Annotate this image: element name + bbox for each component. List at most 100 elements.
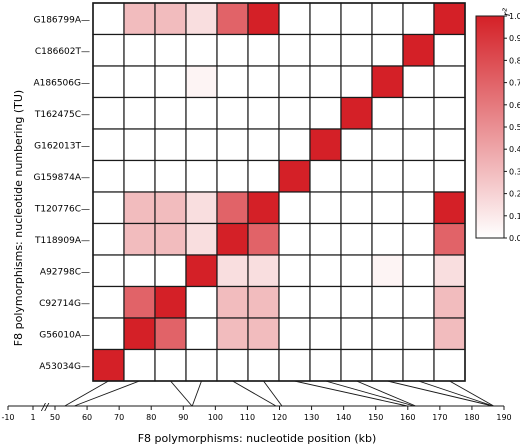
heatmap-cell — [123, 96, 156, 130]
heatmap-cell — [340, 317, 373, 351]
heatmap-cell — [278, 128, 311, 162]
heatmap-cell — [340, 159, 373, 193]
heatmap-cell — [216, 348, 249, 382]
heatmap-cell — [216, 317, 249, 351]
heatmap-cell — [154, 222, 187, 256]
heatmap-cell — [402, 33, 435, 67]
heatmap-cell — [123, 285, 156, 319]
row-label: T162475C— — [34, 110, 90, 120]
heatmap-cell — [92, 348, 125, 382]
row-label: G159874A— — [34, 173, 91, 183]
heatmap-cell — [247, 159, 280, 193]
axis-ticks: -10 1 50 60 70 80 90 100 110 120 130 140 150 160 170 18… — [1, 406, 512, 422]
heatmap-cell — [154, 96, 187, 130]
snp-connector-line — [418, 380, 494, 407]
heatmap-cell — [402, 159, 435, 193]
axis-tick-label: 170 — [432, 413, 447, 422]
axis-tick-label: 190 — [496, 413, 511, 422]
heatmap-cell — [402, 317, 435, 351]
heatmap-cell — [309, 222, 342, 256]
heatmap-cell — [340, 2, 373, 36]
snp-connector-line — [325, 380, 415, 407]
heatmap-cell — [371, 222, 404, 256]
heatmap-cell — [309, 317, 342, 351]
heatmap-cell — [216, 254, 249, 288]
snp-connector-line — [232, 380, 277, 407]
colorbar-tick-label: 0.3 — [509, 167, 520, 176]
snp-connector-line — [64, 380, 109, 407]
heatmap-cell — [402, 222, 435, 256]
heatmap-cell — [340, 191, 373, 225]
heatmap-cell — [340, 65, 373, 99]
heatmap-cell — [247, 348, 280, 382]
heatmap-cell — [433, 65, 466, 99]
colorbar-tick-label: 0.7 — [509, 79, 520, 88]
heatmap-cell — [278, 222, 311, 256]
heatmap-cell — [309, 96, 342, 130]
row-label: A92798C— — [40, 267, 90, 277]
axis-tick-label: 90 — [178, 413, 188, 422]
row-label: A53034G— — [39, 362, 90, 372]
heatmap-border — [92, 2, 466, 382]
row-label: T120776C— — [34, 204, 90, 214]
heatmap-cell — [216, 128, 249, 162]
heatmap-cell — [278, 254, 311, 288]
heatmap-cell — [371, 254, 404, 288]
heatmap-cell — [340, 348, 373, 382]
heatmap-cell — [371, 159, 404, 193]
heatmap-cell — [433, 96, 466, 130]
heatmap-cell — [309, 254, 342, 288]
heatmap-cell — [247, 65, 280, 99]
heatmap-cell — [309, 128, 342, 162]
colorbar-tick-label: 0.1 — [509, 212, 520, 221]
heatmap-cell — [154, 128, 187, 162]
heatmap-cell — [247, 2, 280, 36]
heatmap-cell — [278, 96, 311, 130]
heatmap-cell — [185, 2, 218, 36]
heatmap-cell — [92, 65, 125, 99]
row-labels: G186799A— C186602T— A186506G— T162475C— G162… — [34, 15, 91, 372]
row-label: T118909A— — [34, 236, 90, 246]
heatmap-cell — [433, 348, 466, 382]
heatmap-cell — [216, 65, 249, 99]
snp-connector-line — [170, 380, 193, 407]
row-label: C186602T— — [35, 47, 90, 57]
heatmap-cell — [433, 285, 466, 319]
heatmap-cell — [216, 33, 249, 67]
heatmap-cell — [123, 2, 156, 36]
colorbar-tick-label: 0.2 — [509, 190, 520, 199]
axis-break-marker: // — [41, 402, 50, 413]
snp-connectors — [64, 380, 494, 407]
heatmap-cell — [185, 191, 218, 225]
heatmap-cell — [123, 159, 156, 193]
heatmap-cell — [92, 285, 125, 319]
snp-connector-line — [294, 380, 408, 407]
colorbar-tick-label: 1.0 — [509, 12, 520, 21]
row-label: G186799A— — [34, 15, 91, 25]
heatmap-cell — [92, 191, 125, 225]
colorbar-tick-label: 0.5 — [509, 123, 520, 132]
heatmap-cell — [123, 128, 156, 162]
heatmap-cell — [247, 33, 280, 67]
heatmap-cell — [185, 159, 218, 193]
heatmap-cell — [309, 2, 342, 36]
heatmap-cell — [433, 222, 466, 256]
heatmap-cell — [340, 254, 373, 288]
heatmap-cell — [340, 96, 373, 130]
axis-tick-label: 70 — [114, 413, 124, 422]
heatmap-cell — [123, 222, 156, 256]
heatmap-cell — [340, 33, 373, 67]
heatmap-cell — [123, 65, 156, 99]
heatmap-cell — [433, 2, 466, 36]
heatmap-cell — [123, 254, 156, 288]
x-axis-label: F8 polymorphisms: nucleotide position (k… — [138, 432, 377, 445]
heatmap-cell — [154, 2, 187, 36]
axis-tick-label: 140 — [336, 413, 351, 422]
heatmap-cell — [123, 191, 156, 225]
heatmap-cell — [247, 254, 280, 288]
axis-tick-label: 100 — [208, 413, 223, 422]
heatmap-cell — [185, 285, 218, 319]
heatmap-cell — [371, 348, 404, 382]
colorbar-gradient — [475, 15, 505, 239]
